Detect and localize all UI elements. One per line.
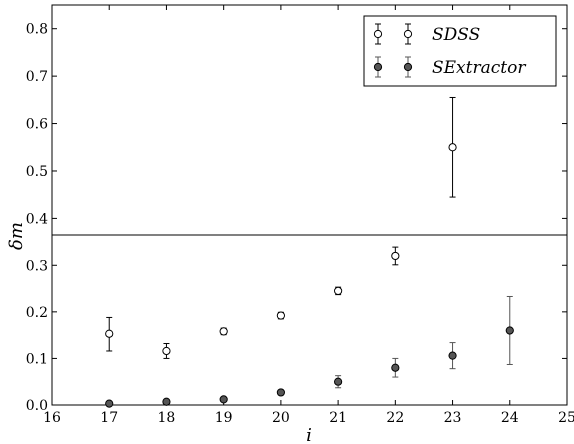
x-tick-label-4: 20 bbox=[272, 410, 290, 426]
x-tick-label-6: 22 bbox=[386, 410, 404, 426]
marker bbox=[219, 327, 228, 336]
marker bbox=[448, 143, 457, 152]
y-tick-label-upper-6: 0.6 bbox=[26, 117, 48, 133]
x-axis-label: i bbox=[306, 425, 312, 444]
marker bbox=[505, 326, 514, 335]
point-1-4 bbox=[334, 375, 343, 389]
x-tick-label-0: 16 bbox=[43, 410, 61, 426]
legend-marker-1-0 bbox=[373, 56, 383, 78]
y-tick-label-upper-7: 0.7 bbox=[26, 69, 48, 85]
point-1-1 bbox=[162, 397, 171, 406]
marker bbox=[334, 377, 343, 386]
point-1-6 bbox=[448, 342, 457, 370]
marker bbox=[276, 311, 285, 320]
legend-label-sextractor: SExtractor bbox=[432, 58, 526, 78]
legend-circle bbox=[373, 62, 383, 72]
point-1-7 bbox=[505, 295, 514, 365]
marker bbox=[391, 251, 400, 261]
data-marks bbox=[105, 96, 514, 408]
x-tick-label-2: 18 bbox=[158, 410, 176, 426]
x-tick-label-9: 25 bbox=[558, 410, 574, 426]
legend-marker-0-0 bbox=[373, 23, 383, 45]
legend-box bbox=[363, 15, 557, 87]
marker bbox=[276, 388, 285, 397]
y-tick-label-lower-0: 0.0 bbox=[26, 398, 48, 414]
marker bbox=[219, 395, 228, 404]
point-0-3 bbox=[276, 311, 285, 320]
y-tick-label-lower-3: 0.3 bbox=[26, 258, 48, 274]
point-1-5 bbox=[391, 357, 400, 378]
marker bbox=[162, 397, 171, 406]
y-tick-label-upper-4: 0.4 bbox=[26, 211, 48, 227]
point-0-6 bbox=[448, 96, 457, 198]
marker bbox=[334, 286, 343, 295]
x-tick-label-8: 24 bbox=[501, 410, 519, 426]
point-0-5 bbox=[391, 246, 400, 266]
legend-circle bbox=[403, 62, 413, 72]
marker bbox=[105, 399, 114, 408]
legend-label-sdss: SDSS bbox=[432, 25, 480, 45]
y-tick-label-upper-8: 0.8 bbox=[26, 22, 48, 38]
marker bbox=[391, 363, 400, 372]
y-axis-label: δm bbox=[6, 222, 27, 250]
plot-frame bbox=[51, 4, 568, 406]
point-1-2 bbox=[219, 395, 228, 404]
legend-marker-0-1 bbox=[403, 23, 413, 45]
legend-marks bbox=[373, 23, 413, 78]
point-1-0 bbox=[105, 399, 114, 408]
y-tick-label-lower-1: 0.1 bbox=[26, 351, 48, 367]
point-0-4 bbox=[334, 286, 343, 296]
point-0-0 bbox=[105, 316, 114, 352]
marker bbox=[105, 329, 114, 338]
legend-marker-1-1 bbox=[403, 56, 413, 78]
x-tick-label-7: 23 bbox=[444, 410, 462, 426]
x-tick-label-1: 17 bbox=[100, 410, 118, 426]
point-0-2 bbox=[219, 327, 228, 336]
marker bbox=[448, 351, 457, 360]
legend: SDSS SExtractor bbox=[363, 15, 557, 87]
x-tick-label-3: 19 bbox=[215, 410, 233, 426]
marker bbox=[162, 346, 171, 356]
point-0-1 bbox=[162, 343, 171, 359]
legend-circle bbox=[373, 29, 383, 39]
x-tick-label-5: 21 bbox=[329, 410, 347, 426]
point-1-3 bbox=[276, 388, 285, 397]
y-tick-label-lower-2: 0.2 bbox=[26, 305, 48, 321]
axis-ticks: 16 17 18 19 20 21 22 23 24 25 0.0 0.1 0.2 0.3 0.4 0.5 0.… bbox=[26, 5, 574, 426]
legend-circle bbox=[403, 29, 413, 39]
y-tick-label-upper-5: 0.5 bbox=[26, 164, 48, 180]
